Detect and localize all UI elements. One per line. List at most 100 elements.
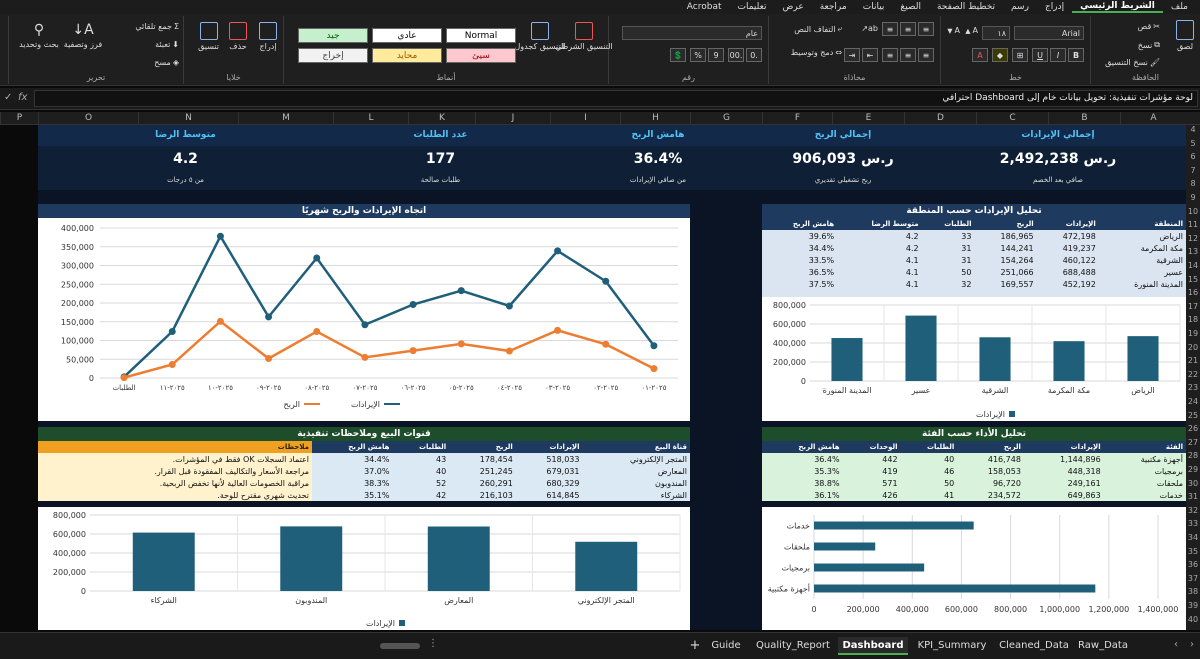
row-header[interactable]: 11 [1187, 220, 1199, 230]
tab-quality-report[interactable]: Quality_Report [756, 640, 830, 651]
format-cells-button[interactable]: تنسيق [198, 22, 219, 51]
row-header[interactable]: 34 [1187, 533, 1199, 542]
outdent-button[interactable]: ⇥ [844, 48, 860, 62]
row-header[interactable]: 6 [1190, 152, 1196, 162]
row-header[interactable]: 38 [1187, 587, 1199, 597]
indent-button[interactable]: ⇤ [862, 48, 878, 62]
row-header[interactable]: 15 [1187, 274, 1199, 284]
col-header-h[interactable]: H [620, 112, 690, 125]
shrink-font-button[interactable]: A ▼ [947, 26, 960, 35]
orientation-button[interactable]: ab↗ [861, 24, 878, 33]
row-header[interactable]: 5 [1190, 138, 1196, 148]
menu-data[interactable]: بيانات [862, 2, 885, 12]
autosum-button[interactable]: Σ جمع تلقائي [135, 22, 179, 31]
comma-button[interactable]: 9 [708, 48, 724, 62]
row-header[interactable]: 39 [1187, 601, 1199, 610]
row-header[interactable]: 17 [1187, 301, 1199, 311]
row-header[interactable]: 40 [1187, 614, 1199, 624]
percent-button[interactable]: % [690, 48, 706, 62]
style-neutral[interactable]: محايد [372, 48, 442, 63]
row-header[interactable]: 14 [1187, 261, 1199, 270]
menu-help[interactable]: تعليمات [737, 2, 767, 12]
col-header-o[interactable]: O [38, 112, 138, 125]
grow-font-button[interactable]: A ▲ [965, 26, 978, 35]
tab-kpi-summary[interactable]: KPI_Summary [917, 640, 987, 651]
row-header[interactable]: 36 [1187, 560, 1199, 570]
col-header-a[interactable]: A [1120, 112, 1186, 125]
sort-filter-button[interactable]: A↓ فرز وتصفية [63, 22, 103, 49]
menu-acrobat[interactable]: Acrobat [686, 2, 722, 12]
currency-button[interactable]: 💲 [670, 48, 686, 62]
row-header[interactable]: 22 [1187, 369, 1199, 379]
row-header[interactable]: 18 [1187, 315, 1199, 325]
menu-home[interactable]: الشريط الرئيسي [1072, 1, 1163, 13]
style-good[interactable]: جيد [298, 28, 368, 43]
col-header-n[interactable]: N [138, 112, 238, 125]
tab-guide[interactable]: Guide [711, 640, 741, 651]
paste-button[interactable]: لصق [1176, 20, 1194, 51]
menu-file[interactable]: ملف [1170, 2, 1188, 12]
tab-dashboard[interactable]: Dashboard [838, 637, 908, 655]
scroll-tabs-left-icon[interactable]: ‹ [1190, 639, 1194, 650]
col-header-e[interactable]: E [832, 112, 904, 125]
row-header[interactable]: 10 [1187, 206, 1199, 216]
increase-decimal-button[interactable]: .0 [746, 48, 762, 62]
row-header[interactable]: 24 [1187, 397, 1199, 406]
fx-button[interactable]: fx [18, 92, 28, 103]
style-bad[interactable]: سيئ [446, 48, 516, 63]
align-right-button[interactable]: ≡ [918, 48, 934, 62]
col-header-j[interactable]: J [475, 112, 550, 125]
row-header[interactable]: 32 [1187, 505, 1199, 515]
row-header[interactable]: 16 [1187, 288, 1199, 298]
delete-cells-button[interactable]: حذف [229, 22, 247, 51]
col-header-l[interactable]: L [333, 112, 408, 125]
fill-color-button[interactable]: ◆ [992, 48, 1008, 62]
menu-review[interactable]: مراجعة [819, 2, 847, 12]
tab-raw-data[interactable]: Raw_Data [1078, 640, 1128, 651]
conditional-formatting-button[interactable]: التنسيق الشرطي [555, 22, 613, 51]
format-painter-button[interactable]: 🖌 نسخ التنسيق [1105, 58, 1160, 67]
menu-insert[interactable]: إدراج [1044, 2, 1065, 12]
italic-button[interactable]: I [1050, 48, 1066, 62]
row-header[interactable]: 28 [1187, 451, 1199, 461]
horizontal-scrollbar[interactable] [380, 643, 420, 649]
more-options-icon[interactable]: ⋮ [428, 638, 438, 649]
cancel-icon[interactable]: ✓ [4, 92, 13, 103]
merge-center-button[interactable]: ⇔ دمج وتوسيط [790, 48, 842, 57]
row-header[interactable]: 33 [1187, 519, 1199, 529]
style-normal[interactable]: Normal [446, 28, 516, 43]
insert-cells-button[interactable]: إدراج [259, 22, 277, 51]
wrap-text-button[interactable]: ⤶ التفاف النص [794, 24, 842, 34]
row-header[interactable]: 26 [1187, 424, 1199, 434]
copy-button[interactable]: ⧉ نسخ [1137, 40, 1160, 50]
find-select-button[interactable]: ⚲ بحث وتحديد [19, 22, 59, 49]
align-bottom-button[interactable]: ≡ [882, 22, 898, 36]
font-size-select[interactable]: ١٨ [982, 26, 1010, 40]
row-header[interactable]: 35 [1187, 546, 1199, 556]
style-output[interactable]: إخراج [298, 48, 368, 63]
style-regular[interactable]: عادي [372, 28, 442, 43]
add-sheet-button[interactable]: + [689, 638, 701, 653]
cut-button[interactable]: ✂ قص [1137, 22, 1160, 31]
row-header[interactable]: 19 [1187, 329, 1199, 338]
row-header[interactable]: 23 [1187, 383, 1199, 393]
menu-formulas[interactable]: الصيغ [900, 2, 921, 12]
menu-view[interactable]: عرض [782, 2, 804, 12]
col-header-c[interactable]: C [976, 112, 1048, 125]
col-header-g[interactable]: G [690, 112, 762, 125]
align-top-button[interactable]: ≡ [918, 22, 934, 36]
col-header-b[interactable]: B [1048, 112, 1120, 125]
col-header-m[interactable]: M [238, 112, 333, 125]
col-header-i[interactable]: I [550, 112, 620, 125]
row-header[interactable]: 25 [1187, 410, 1199, 420]
menu-draw[interactable]: رسم [1011, 2, 1029, 12]
scroll-tabs-right-icon[interactable]: › [1174, 639, 1178, 650]
col-header-f[interactable]: F [762, 112, 832, 125]
decrease-decimal-button[interactable]: .00 [728, 48, 744, 62]
row-header[interactable]: 8 [1190, 179, 1196, 189]
font-color-button[interactable]: A [972, 48, 988, 62]
row-header[interactable]: 13 [1187, 247, 1199, 257]
align-left-button[interactable]: ≡ [882, 48, 898, 62]
row-header[interactable]: 12 [1187, 233, 1199, 243]
row-header[interactable]: 21 [1187, 356, 1199, 366]
